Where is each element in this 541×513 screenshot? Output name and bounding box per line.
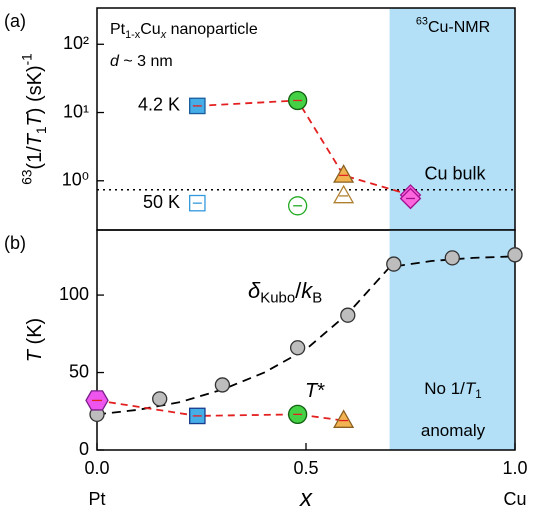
text-part: T — [465, 379, 477, 398]
text-part: k — [301, 278, 313, 303]
text-part: d — [110, 53, 120, 70]
text-part: 1-x — [125, 29, 141, 41]
series-label: T* — [305, 380, 325, 402]
text-part: anomaly — [421, 421, 486, 440]
marker — [333, 164, 355, 183]
text-part: T — [24, 132, 46, 146]
text-part: (K) — [24, 318, 46, 350]
text-part: * — [317, 380, 325, 402]
text-part: Pt — [110, 21, 126, 38]
text-part: nanoparticle — [166, 21, 258, 38]
x-tick-label: 0.5 — [293, 458, 318, 478]
marker — [386, 256, 402, 272]
marker — [289, 340, 306, 356]
series-label: 4.2 K — [138, 95, 180, 115]
x-axis-label: x — [299, 485, 313, 512]
y-tick-label: 0 — [79, 439, 89, 459]
text-part: 1 — [475, 389, 481, 401]
y-tick-label: 50 — [69, 361, 89, 381]
annotation: d ~ 3 nm — [110, 53, 173, 70]
text-part: / — [295, 278, 302, 303]
text-part: 63 — [416, 15, 428, 27]
y-tick-label: 10¹ — [63, 101, 89, 121]
shaded-region — [389, 230, 515, 450]
series-label: δKubo/kB — [248, 278, 322, 307]
marker — [214, 377, 231, 393]
x-tick-label: 1.0 — [502, 458, 527, 478]
y-tick-label: 10² — [63, 33, 89, 53]
text-part: x — [160, 29, 167, 41]
series-line — [197, 99, 411, 196]
text-part: B — [312, 290, 322, 307]
text-part: x — [299, 485, 313, 512]
marker — [333, 184, 355, 204]
text-part: ~ 3 nm — [119, 53, 173, 70]
text-part: Kubo — [260, 290, 295, 307]
y-tick-label: 10⁰ — [62, 170, 89, 190]
text-part: Cu — [140, 21, 160, 38]
series-line — [96, 399, 344, 422]
text-part: (1/ — [24, 146, 46, 170]
series-label: 50 K — [143, 192, 180, 212]
annotation: No 1/T1 — [424, 379, 481, 401]
y-axis-label: T (K) — [24, 318, 46, 362]
x-end-label: Cu — [503, 489, 526, 509]
text-part: δ — [248, 278, 261, 303]
marker — [333, 409, 355, 428]
annotation: Pt1-xCux nanoparticle — [110, 21, 258, 40]
text-part: ) (sK) — [24, 65, 46, 114]
annotation: 63Cu-NMR — [416, 15, 490, 36]
panel-label: (b) — [4, 233, 26, 253]
text-part: Cu-NMR — [428, 19, 490, 36]
x-tick-label: 0.0 — [84, 458, 109, 478]
x-end-label: Pt — [88, 489, 105, 509]
marker — [507, 247, 523, 263]
text-part: T — [305, 380, 319, 402]
marker — [444, 250, 460, 266]
text-part: T — [24, 348, 46, 362]
marker — [152, 391, 168, 407]
text-part: 63 — [19, 170, 34, 185]
marker — [340, 307, 356, 323]
y-tick-label: 100 — [59, 284, 89, 304]
text-part: No 1/ — [424, 379, 465, 398]
panel-label: (a) — [4, 11, 26, 31]
reference-label: Cu bulk — [424, 163, 486, 183]
text-part: -1 — [19, 53, 34, 65]
y-axis-label: 63(1/T1T) (sK)-1 — [19, 53, 48, 184]
text-part: 1 — [34, 126, 49, 134]
text-part: T — [24, 112, 46, 126]
annotation: anomaly — [421, 421, 486, 440]
